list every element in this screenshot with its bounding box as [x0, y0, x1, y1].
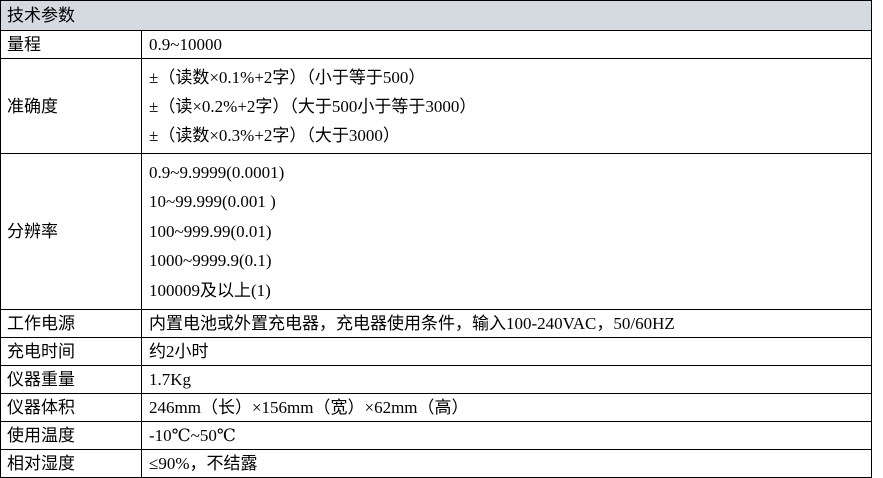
resolution-line-5: 100009及以上(1) [149, 280, 271, 300]
table-row-charge-time: 充电时间 约2小时 [0, 337, 872, 366]
row-label-range: 量程 [0, 30, 142, 59]
resolution-line-1: 0.9~9.9999(0.0001) [149, 162, 285, 182]
resolution-line-2: 10~99.999(0.001 ) [149, 192, 276, 212]
accuracy-line-2: ±（读×0.2%+2字）（大于500小于等于3000） [149, 96, 477, 116]
row-value-charge-time: 约2小时 [141, 337, 872, 366]
row-label-dimensions: 仪器体积 [0, 393, 142, 422]
table-row-relative-humidity: 相对湿度 ≤90%，不结露 [0, 449, 872, 478]
row-value-resolution: 0.9~9.9999(0.0001) 10~99.999(0.001 ) 100… [141, 153, 872, 310]
row-value-accuracy: ±（读数×0.1%+2字）（小于等于500） ±（读×0.2%+2字）（大于50… [141, 58, 872, 154]
table-row-dimensions: 仪器体积 246mm（长）×156mm（宽）×62mm（高） [0, 393, 872, 422]
table-row-operating-temperature: 使用温度 -10℃~50℃ [0, 421, 872, 450]
table-row-power-supply: 工作电源 内置电池或外置充电器，充电器使用条件，输入100-240VAC，50/… [0, 309, 872, 338]
row-label-relative-humidity: 相对湿度 [0, 449, 142, 478]
resolution-line-3: 100~999.99(0.01) [149, 221, 272, 241]
resolution-line-4: 1000~9999.9(0.1) [149, 251, 272, 271]
table-title-cell: 技术参数 [0, 0, 872, 31]
accuracy-line-1: ±（读数×0.1%+2字）（小于等于500） [149, 67, 426, 87]
table-row-range: 量程 0.9~10000 [0, 30, 872, 59]
table-row-accuracy: 准确度 ±（读数×0.1%+2字）（小于等于500） ±（读×0.2%+2字）（… [0, 58, 872, 154]
row-value-operating-temperature: -10℃~50℃ [141, 421, 872, 450]
row-label-resolution: 分辨率 [0, 153, 142, 310]
table-row-weight: 仪器重量 1.7Kg [0, 365, 872, 394]
row-value-power-supply: 内置电池或外置充电器，充电器使用条件，输入100-240VAC，50/60HZ [141, 309, 872, 338]
row-label-weight: 仪器重量 [0, 365, 142, 394]
row-label-operating-temperature: 使用温度 [0, 421, 142, 450]
row-value-dimensions: 246mm（长）×156mm（宽）×62mm（高） [141, 393, 872, 422]
row-value-weight: 1.7Kg [141, 365, 872, 394]
row-value-range: 0.9~10000 [141, 30, 872, 59]
row-label-power-supply: 工作电源 [0, 309, 142, 338]
row-value-relative-humidity: ≤90%，不结露 [141, 449, 872, 478]
row-label-accuracy: 准确度 [0, 58, 142, 154]
accuracy-line-3: ±（读数×0.3%+2字）（大于3000） [149, 125, 400, 145]
table-header-row: 技术参数 [0, 0, 872, 31]
row-label-charge-time: 充电时间 [0, 337, 142, 366]
table-row-resolution: 分辨率 0.9~9.9999(0.0001) 10~99.999(0.001 )… [0, 153, 872, 310]
